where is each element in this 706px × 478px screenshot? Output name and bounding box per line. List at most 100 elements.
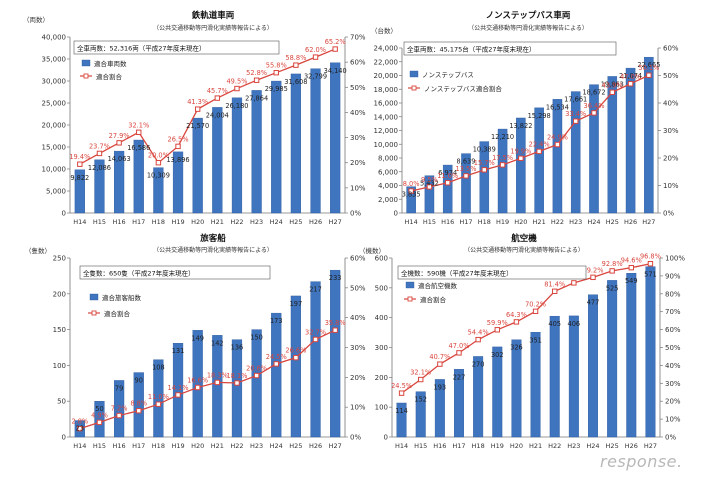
- bar-H26: [310, 68, 321, 214]
- ratio-marker-H24: [590, 274, 596, 281]
- right-tick-label: 90%: [665, 272, 681, 280]
- bar-value-label: 22,665: [637, 61, 660, 69]
- ratio-marker-H22: [234, 380, 240, 386]
- bar-H15: [94, 401, 105, 438]
- bar-H20: [192, 330, 203, 438]
- bar-value-label: 79: [115, 384, 123, 392]
- bar-value-label: 152: [414, 396, 427, 404]
- ratio-value-label: 36.4%: [584, 102, 605, 110]
- bar-H21: [530, 332, 541, 438]
- category-label: H18: [472, 442, 485, 450]
- left-tick-label: 500: [375, 284, 388, 292]
- ratio-value-label: 92.8%: [602, 260, 623, 268]
- category-label: H15: [414, 442, 427, 450]
- bar-value-label: 16,534: [546, 103, 569, 111]
- ratio-marker-H25: [293, 354, 299, 361]
- right-tick-label: 10%: [663, 182, 679, 190]
- category-label: H26: [309, 218, 322, 226]
- category-label: H14: [405, 218, 418, 226]
- ratio-marker-H27: [646, 72, 652, 78]
- category-label: H23: [250, 442, 263, 450]
- category-label: H19: [491, 442, 504, 450]
- bar-value-label: 193: [434, 383, 447, 391]
- left-tick-label: 600: [375, 255, 388, 263]
- ratio-value-label: 94.6%: [621, 257, 642, 265]
- ratio-value-label: 19.9%: [510, 147, 531, 155]
- bar-value-label: 351: [529, 336, 542, 344]
- category-label: H26: [309, 442, 322, 450]
- bar-value-label: 21,074: [619, 72, 642, 80]
- right-tick-label: 80%: [665, 290, 681, 298]
- y-axis-label: （両数）: [23, 15, 49, 24]
- chart-title: 旅客船: [199, 233, 226, 244]
- legend-bar-swatch: [409, 70, 419, 78]
- right-tick-label: 50%: [663, 72, 679, 80]
- category-label: H20: [510, 442, 523, 450]
- left-tick-label: 24,000: [374, 45, 399, 53]
- note-box: [403, 41, 617, 56]
- legend-bar-label: 適合旅客船数: [102, 293, 142, 302]
- category-label: H19: [496, 218, 509, 226]
- ratio-value-label: 18.1%: [226, 372, 247, 380]
- bar-H27: [644, 56, 654, 214]
- bar-value-label: 50: [95, 405, 103, 413]
- ratio-value-label: 7.2%: [111, 405, 128, 413]
- bar-value-label: 302: [491, 351, 504, 359]
- ratio-value-label: 89.2%: [583, 266, 604, 274]
- ratio-marker-H18: [481, 167, 487, 173]
- right-tick-label: 20%: [350, 159, 366, 167]
- category-label: H24: [587, 218, 600, 226]
- ratio-marker-H17: [136, 408, 142, 414]
- bar-H19: [492, 346, 503, 438]
- bar-H18: [153, 167, 164, 214]
- left-tick-label: 5,000: [46, 188, 66, 196]
- right-tick-label: 0%: [350, 210, 361, 218]
- bar-value-label: 525: [606, 284, 619, 292]
- legend-line-marker: [411, 85, 417, 91]
- left-tick-label: 2,000: [378, 196, 398, 204]
- ratio-line: [401, 263, 651, 394]
- ratio-value-label: 49.5%: [226, 78, 247, 86]
- category-label: H23: [250, 218, 263, 226]
- bar-value-label: 549: [625, 277, 638, 285]
- bar-H22: [231, 339, 243, 438]
- ratio-marker-H16: [116, 140, 122, 146]
- ratio-marker-H27: [332, 46, 338, 52]
- category-label: H17: [132, 442, 145, 450]
- category-label: H15: [423, 218, 436, 226]
- bar-value-label: 114: [395, 407, 408, 415]
- bar-H18: [479, 141, 490, 214]
- category-label: H24: [586, 442, 599, 450]
- ratio-marker-H15: [96, 150, 103, 157]
- category-label: H20: [514, 218, 527, 226]
- left-tick-label: 8,000: [378, 155, 398, 163]
- right-tick-label: 100%: [665, 255, 685, 263]
- ratio-value-label: 33.4%: [565, 110, 586, 118]
- bar-H15: [424, 175, 435, 214]
- bar-H20: [511, 339, 522, 438]
- ratio-value-label: 58.8%: [285, 54, 306, 62]
- left-tick-label: 100: [375, 404, 388, 412]
- left-tick-label: 14,000: [374, 113, 399, 121]
- ratio-marker-H18: [155, 401, 162, 407]
- left-tick-label: 200: [375, 374, 388, 382]
- category-label: H17: [132, 218, 145, 226]
- ratio-marker-H18: [475, 336, 481, 343]
- ratio-marker-H23: [573, 118, 579, 124]
- left-tick-label: 40,000: [42, 34, 67, 42]
- bar-H27: [645, 266, 656, 438]
- ratio-value-label: 32.1%: [410, 369, 431, 377]
- legend-line-label: 適合割合: [420, 295, 447, 304]
- ratio-value-label: 24.5%: [391, 382, 412, 390]
- ratio-value-label: 54.4%: [468, 329, 489, 337]
- left-tick-label: 0: [384, 434, 388, 442]
- chart-title: 航空機: [511, 233, 537, 244]
- ratio-marker-H27: [647, 261, 654, 267]
- ratio-value-label: 45.7%: [207, 87, 228, 95]
- ratio-marker-H24: [273, 361, 279, 367]
- right-tick-label: 60%: [663, 45, 679, 53]
- category-label: H21: [529, 442, 542, 450]
- category-label: H14: [395, 442, 408, 450]
- ratio-marker-H15: [96, 419, 103, 426]
- bar-H24: [271, 80, 282, 214]
